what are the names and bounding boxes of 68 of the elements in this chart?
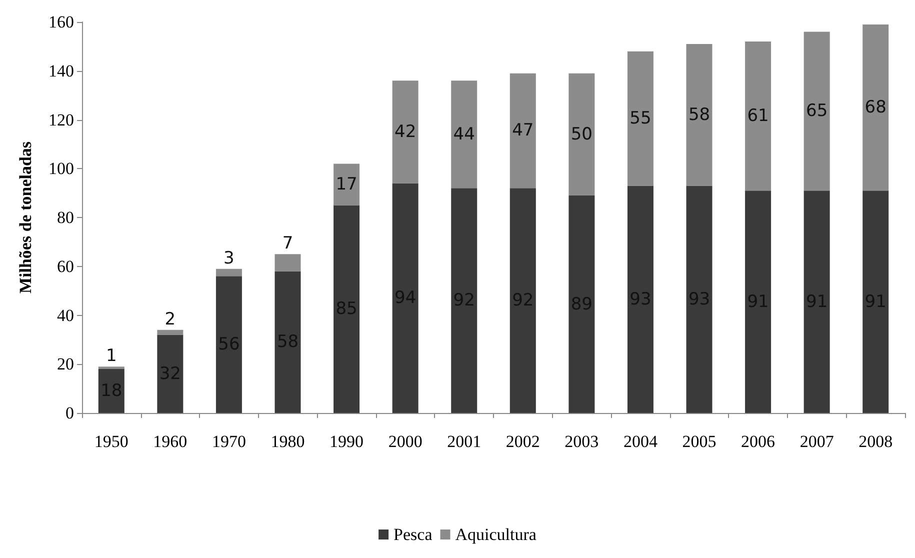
data-label: 1 [106, 346, 117, 366]
bar [451, 80, 478, 188]
x-tick-label: 2000 [388, 432, 422, 451]
bar [216, 268, 242, 276]
bar [451, 188, 478, 413]
y-tick-label: 80 [57, 208, 74, 227]
bar [627, 186, 654, 413]
data-label: 42 [394, 122, 416, 142]
x-tick-label: 1960 [153, 432, 188, 451]
bar [510, 73, 536, 188]
data-label: 65 [806, 101, 828, 122]
y-tick-label: 60 [57, 256, 74, 276]
x-tick-label: 1980 [270, 432, 305, 451]
x-tick-label: 2008 [858, 432, 893, 451]
bar [392, 183, 418, 413]
x-tick-label: 1950 [94, 432, 128, 451]
bar [157, 334, 184, 413]
bar [216, 276, 242, 413]
y-tick-label: 120 [48, 110, 74, 130]
bar [568, 73, 595, 196]
bar [274, 271, 301, 413]
bar [804, 32, 830, 191]
x-tick-label: 2005 [682, 432, 716, 451]
data-label: 55 [630, 108, 652, 129]
y-axis-title: Milhões de toneladas [16, 141, 35, 294]
x-tick-label: 2003 [564, 432, 599, 451]
bar [686, 186, 712, 413]
y-tick-label: 20 [57, 354, 74, 374]
y-tick-label: 100 [48, 159, 74, 178]
data-label: 58 [688, 104, 710, 125]
y-tick-label: 0 [66, 404, 74, 422]
bar [334, 205, 360, 413]
bar [862, 190, 889, 413]
data-label: 2 [164, 309, 176, 330]
bar [686, 44, 712, 186]
bar [745, 42, 772, 191]
bar [157, 330, 184, 335]
data-label: 44 [453, 124, 475, 144]
bar [392, 80, 418, 184]
bar [274, 254, 301, 272]
data-label: 47 [512, 120, 534, 141]
bar [510, 188, 536, 413]
data-label: 50 [570, 124, 592, 144]
data-label: 7 [282, 234, 294, 254]
bar [334, 164, 360, 206]
bar [98, 369, 124, 413]
y-tick-label: 160 [48, 12, 74, 32]
x-tick-label: 2004 [623, 432, 658, 451]
bar [98, 366, 124, 370]
data-label: 17 [336, 174, 358, 195]
x-tick-label: 2007 [800, 432, 834, 451]
x-tick-label: 1990 [330, 432, 364, 451]
bar [627, 51, 654, 186]
y-tick-label: 40 [57, 306, 74, 325]
legend-label: Pesca [394, 525, 433, 544]
x-tick-label: 2001 [447, 432, 482, 451]
x-tick-label: 1970 [212, 432, 246, 451]
bar [745, 190, 772, 413]
data-label: 68 [864, 98, 886, 118]
data-label: 61 [747, 106, 769, 126]
x-tick-label: 2006 [741, 432, 776, 451]
bar [862, 24, 889, 191]
bar [568, 196, 595, 413]
legend-label: Aquicultura [455, 525, 537, 544]
bar [804, 190, 830, 413]
y-tick-label: 140 [48, 61, 74, 80]
x-tick-label: 2002 [506, 432, 540, 451]
data-label: 3 [224, 248, 234, 268]
